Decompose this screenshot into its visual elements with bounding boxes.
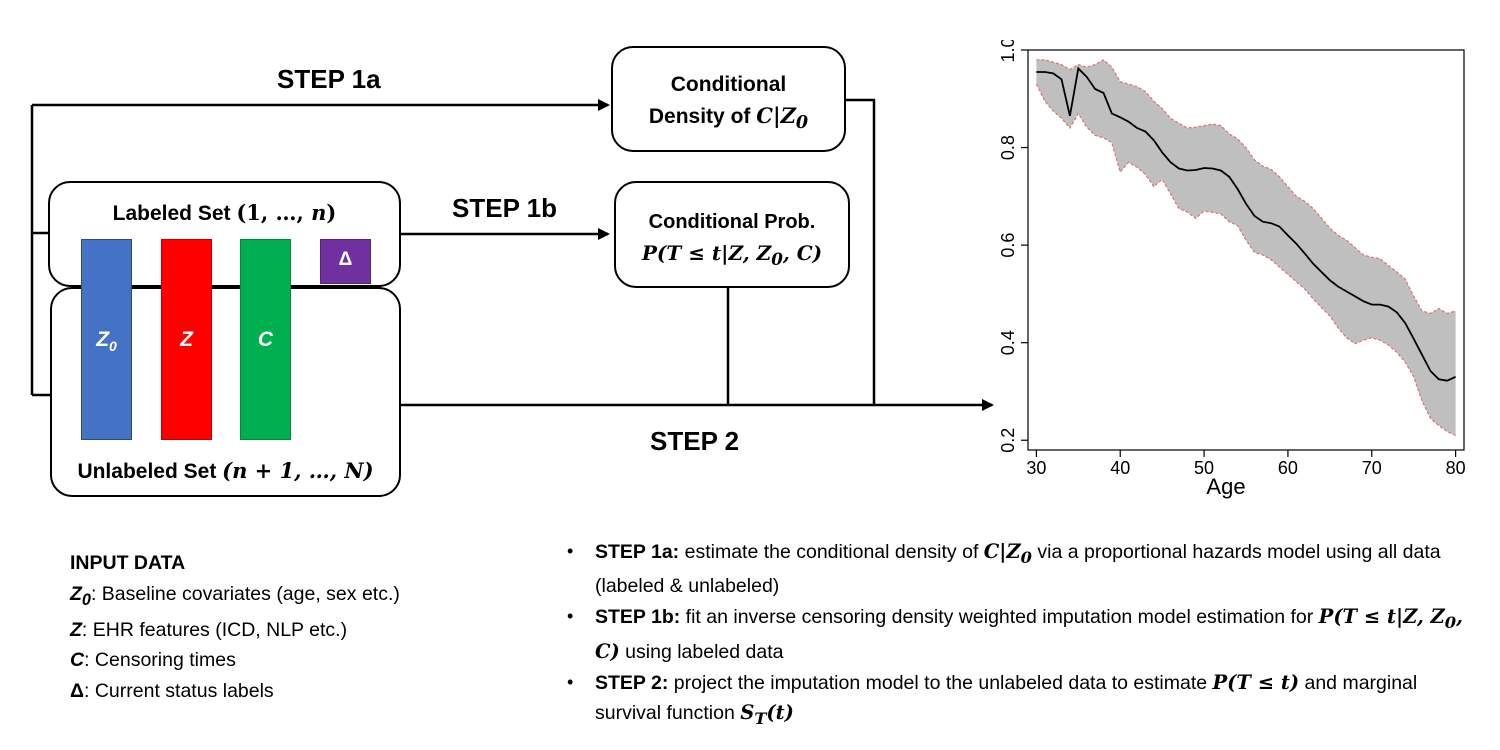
delta-bar-label: Δ [338, 249, 353, 270]
x-tick-label: 70 [1362, 458, 1382, 478]
x-tick-label: 80 [1446, 458, 1466, 478]
conditional-density-title-line2: Density of C|Z0 [613, 103, 844, 133]
x-tick-label: 30 [1026, 458, 1046, 478]
input-data-item-text: : Baseline covariates (age, sex etc.) [90, 582, 400, 605]
c-bar-label: C [257, 328, 274, 351]
confidence-band [1036, 59, 1456, 436]
x-axis-label: Age [1206, 474, 1245, 499]
y-tick-label: 0.6 [998, 233, 1018, 258]
c-bar [240, 239, 291, 440]
step-bullet: • STEP 1a: estimate the conditional densi… [567, 540, 1441, 598]
unlabeled-set-text: Unlabeled Set (n + 1, …, N) [77, 458, 374, 483]
labeled-set-title: Labeled Set (1, …, n) [50, 200, 399, 226]
input-data-legend: INPUT DATA Z0: Baseline covariates (age,… [70, 548, 400, 706]
input-data-items: Z0: Baseline covariates (age, sex etc.) Z… [70, 579, 400, 707]
conditional-probability-box: Conditional Prob. P(T ≤ t|Z, Z0, C) [614, 181, 850, 288]
input-data-header: INPUT DATA [70, 552, 186, 574]
upper-bound-line [1036, 59, 1456, 315]
conditional-probability-formula: P(T ≤ t|Z, Z0, C) [641, 241, 823, 269]
conditional-probability-title-line1: Conditional Prob. [648, 211, 816, 233]
unlabeled-set-title: Unlabeled Set (n + 1, …, N) [52, 458, 399, 484]
x-tick-label: 50 [1194, 458, 1214, 478]
input-data-item: Δ: Current status labels [70, 679, 274, 702]
lower-bound-line [1035, 83, 1456, 436]
y-tick-label: 0.4 [998, 330, 1018, 355]
x-tick-label: 60 [1278, 458, 1298, 478]
step-bullet: • STEP 1b: fit an inverse censoring densi… [567, 604, 1463, 664]
input-data-item: Z: EHR features (ICD, NLP etc.) [70, 618, 348, 641]
step1a-label: STEP 1a [277, 64, 381, 94]
input-data-item: C: Censoring times [70, 649, 236, 672]
delta-bar [320, 239, 371, 284]
y-tick-label: 0.2 [998, 428, 1018, 453]
y-tick-label: 0.8 [998, 135, 1018, 160]
density-to-step2-line [846, 98, 876, 405]
step-bullet: • STEP 2: project the imputation model to… [567, 670, 1418, 729]
estimate-line [1036, 66, 1456, 382]
conditional-density-box: Conditional Density of C|Z0 [611, 46, 846, 152]
conditional-probability-title-line2: P(T ≤ t|Z, Z0, C) [616, 241, 848, 269]
z-bar [161, 239, 212, 440]
plot-frame [1027, 49, 1465, 451]
labeled-set-text: Labeled Set (1, …, n) [112, 200, 337, 225]
step1b-label: STEP 1b [452, 193, 558, 223]
conditional-density-text: Density of C|Z0 [648, 103, 809, 134]
y-tick-label: 1.0 [998, 40, 1018, 63]
input-data-item-text: : Current status labels [84, 679, 274, 702]
z0-bar [81, 239, 132, 440]
input-data-item-text: : EHR features (ICD, NLP etc.) [81, 618, 348, 641]
survival-chart: 30 40 50 60 70 80 0.2 0.4 0.6 0.8 1.0 Age [998, 40, 1466, 499]
x-tick-label: 40 [1110, 458, 1130, 478]
steps-description: • STEP 1a: estimate the conditional densi… [567, 537, 1467, 734]
z0-bar-label: Z0 [81, 328, 132, 354]
z0-bar-text: Z0 [96, 328, 117, 355]
conditional-density-title-line1: Conditional [670, 73, 787, 96]
step2-label: STEP 2 [650, 426, 740, 456]
z-bar-label: Z [180, 328, 193, 351]
input-data-item: Z0: Baseline covariates (age, sex etc.) [70, 582, 400, 609]
input-data-item-text: : Censoring times [84, 649, 236, 672]
